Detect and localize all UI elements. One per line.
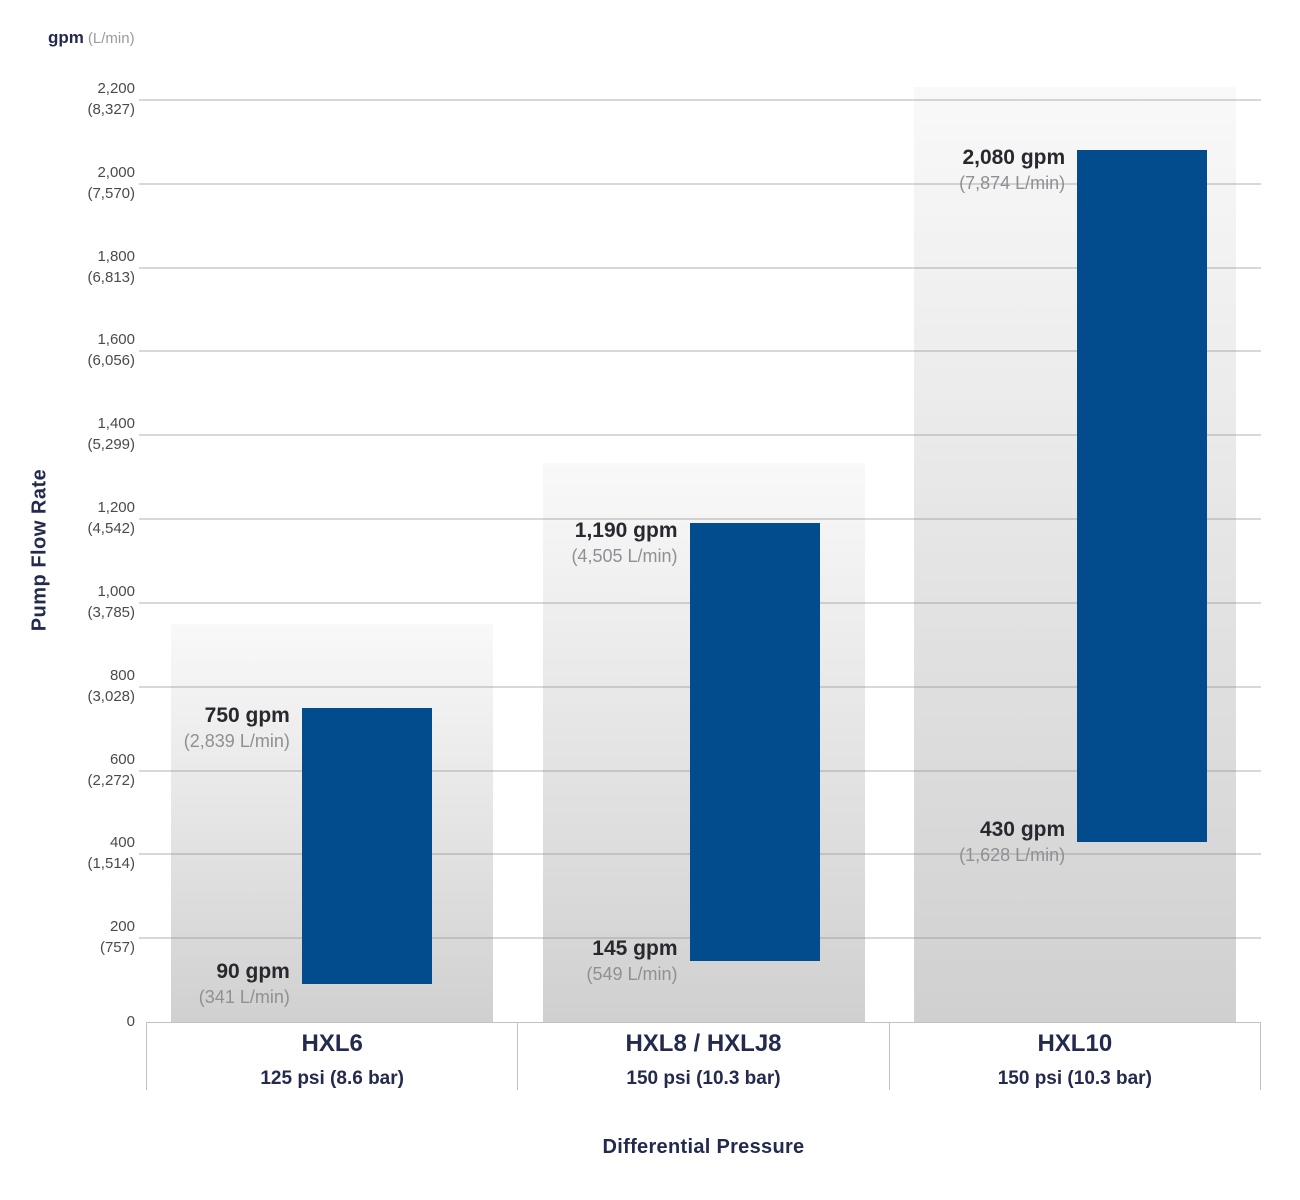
gridline xyxy=(139,182,1261,185)
bar-min-label: 90 gpm (341 L/min) xyxy=(40,959,290,1010)
y-axis-unit-label: gpm (L/min) xyxy=(48,28,135,48)
y-tick-gpm: 1,400 xyxy=(97,415,135,433)
y-tick-lmin: (757) xyxy=(99,939,135,957)
category-model-label: HXL8 / HXLJ8 xyxy=(625,1030,782,1057)
y-axis-unit-lmin: (L/min) xyxy=(87,30,135,47)
y-tick-label: 1,400 (5,299) xyxy=(25,413,135,455)
bar-min-value: 145 gpm xyxy=(592,937,678,961)
y-tick-label: 0 xyxy=(25,1011,135,1032)
category-pressure-label: 150 psi (10.3 bar) xyxy=(626,1068,781,1089)
x-axis-title: Differential Pressure xyxy=(602,1136,805,1158)
bar-max-label: 750 gpm (2,839 L/min) xyxy=(40,703,290,754)
y-tick-lmin: (5,299) xyxy=(87,436,135,454)
y-tick-label: 1,800 (6,813) xyxy=(25,246,135,288)
y-tick-gpm: 1,600 xyxy=(97,331,135,349)
category-model-label: HXL6 xyxy=(301,1030,363,1057)
x-axis-category-band: HXL6 125 psi (8.6 bar) HXL8 / HXLJ8 150 psi… xyxy=(146,1022,1261,1090)
y-tick-label: 400 (1,514) xyxy=(25,832,135,874)
bar-max-subvalue: (7,874 L/min) xyxy=(959,173,1066,194)
bar-min-subvalue: (1,628 L/min) xyxy=(959,844,1066,865)
category-pressure-label: 125 psi (8.6 bar) xyxy=(260,1068,404,1089)
bar-max-value: 1,190 gpm xyxy=(574,519,678,543)
bar-min-value: 430 gpm xyxy=(979,817,1066,841)
bar-min-value: 90 gpm xyxy=(216,960,290,984)
y-tick-label: 1,200 (4,542) xyxy=(25,497,135,539)
gridline xyxy=(139,350,1261,353)
y-tick-label: 600 (2,272) xyxy=(25,749,135,791)
y-tick-label: 2,200 (8,327) xyxy=(25,78,135,120)
y-tick-gpm: 2,000 xyxy=(97,163,135,181)
bar-max-subvalue: (2,839 L/min) xyxy=(183,730,290,751)
category-pressure-label: 150 psi (10.3 bar) xyxy=(997,1068,1152,1089)
y-tick-lmin: (3,785) xyxy=(87,603,135,621)
gridline xyxy=(139,266,1261,269)
range-bar xyxy=(1077,150,1208,842)
bar-max-value: 2,080 gpm xyxy=(962,146,1066,170)
category-cell: HXL8 / HXLJ8 150 psi (10.3 bar) xyxy=(518,1023,890,1090)
bar-max-subvalue: (4,505 L/min) xyxy=(571,546,678,567)
category-model-label: HXL10 xyxy=(1037,1030,1113,1057)
y-tick-lmin: (3,028) xyxy=(87,687,135,705)
y-axis-unit-gpm: gpm xyxy=(48,28,84,47)
bar-max-value: 750 gpm xyxy=(204,703,290,727)
y-tick-lmin: (4,542) xyxy=(87,520,135,538)
bar-min-label: 145 gpm (549 L/min) xyxy=(428,936,678,987)
y-tick-label: 1,600 (6,056) xyxy=(25,329,135,371)
y-tick-lmin: (7,570) xyxy=(87,184,135,202)
y-tick-lmin: (6,056) xyxy=(87,352,135,370)
y-tick-gpm: 2,200 xyxy=(97,80,135,97)
category-cell: HXL10 150 psi (10.3 bar) xyxy=(890,1023,1260,1090)
y-tick-gpm: 0 xyxy=(126,1013,135,1030)
gridline xyxy=(139,434,1261,437)
bar-max-label: 2,080 gpm (7,874 L/min) xyxy=(815,145,1065,196)
bar-min-label: 430 gpm (1,628 L/min) xyxy=(815,817,1065,868)
bar-min-subvalue: (341 L/min) xyxy=(198,987,290,1008)
y-tick-label: 800 (3,028) xyxy=(25,665,135,707)
y-tick-lmin: (8,327) xyxy=(87,101,135,118)
category-cell: HXL6 125 psi (8.6 bar) xyxy=(147,1023,519,1090)
y-tick-lmin: (1,514) xyxy=(87,855,135,873)
y-tick-gpm: 1,000 xyxy=(97,582,135,600)
y-tick-gpm: 600 xyxy=(109,750,135,768)
range-bar xyxy=(689,523,820,962)
gridline xyxy=(139,99,1261,101)
y-tick-lmin: (6,813) xyxy=(87,268,135,286)
y-tick-gpm: 1,800 xyxy=(97,247,135,265)
y-tick-label: 200 (757) xyxy=(25,916,135,958)
y-tick-gpm: 1,200 xyxy=(97,499,135,517)
plot-area: 2,200 (8,327) 2,000 (7,570) 1,800 (6,813) 1,60… xyxy=(87,80,1261,1030)
range-bar xyxy=(301,707,432,985)
y-tick-lmin: (2,272) xyxy=(87,771,135,789)
y-tick-gpm: 800 xyxy=(109,666,135,684)
y-tick-label: 1,000 (3,785) xyxy=(25,581,135,623)
gridline xyxy=(139,518,1261,521)
y-tick-gpm: 400 xyxy=(109,834,135,852)
y-tick-gpm: 200 xyxy=(109,918,135,936)
bar-max-label: 1,190 gpm (4,505 L/min) xyxy=(428,518,678,569)
y-tick-label: 2,000 (7,570) xyxy=(25,162,135,204)
bar-min-subvalue: (549 L/min) xyxy=(586,964,678,985)
